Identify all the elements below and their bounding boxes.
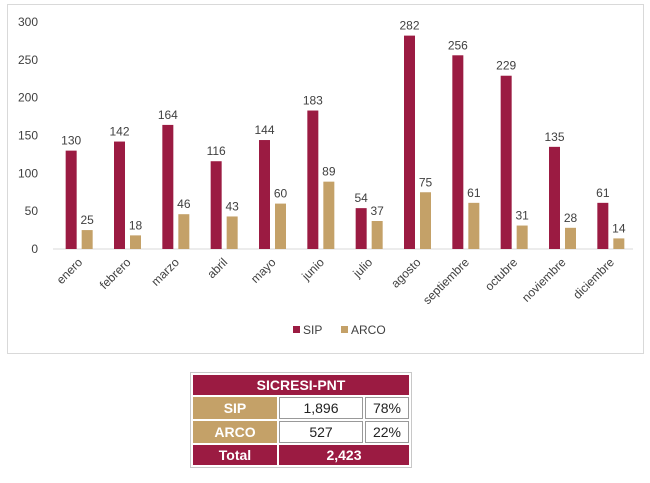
bar-sip-noviembre — [549, 146, 560, 249]
y-tick-label: 300 — [18, 15, 38, 29]
data-label-sip-octubre: 229 — [496, 59, 516, 73]
data-label-arco-diciembre: 14 — [612, 221, 626, 235]
bar-sip-septiembre — [452, 55, 464, 249]
bar-sip-enero — [65, 150, 77, 249]
legend-label-arco: ARCO — [351, 323, 386, 337]
bar-arco-marzo — [178, 214, 190, 249]
x-tick-label: febrero — [97, 255, 134, 292]
y-tick-label: 50 — [25, 204, 39, 218]
legend-swatch-arco — [341, 326, 348, 333]
data-label-arco-mayo: 60 — [274, 187, 288, 201]
summary-value-sip: 1,896 — [279, 397, 363, 419]
summary-table: SICRESI-PNT SIP 1,896 78% ARCO 527 22% T… — [190, 372, 412, 468]
bar-chart: 0 50 100 150 200 250 300 130 25 enero 142 18 febrero… — [18, 15, 633, 337]
bar-sip-marzo — [162, 124, 174, 249]
summary-total-value: 2,423 — [279, 445, 409, 465]
y-tick-label: 150 — [18, 129, 38, 143]
data-label-arco-julio: 37 — [370, 204, 384, 218]
data-label-arco-septiembre: 61 — [467, 186, 481, 200]
data-label-arco-agosto: 75 — [419, 175, 433, 189]
data-label-arco-junio: 89 — [322, 165, 336, 179]
data-label-sip-mayo: 144 — [254, 123, 274, 137]
data-label-arco-noviembre: 28 — [564, 211, 578, 225]
x-tick-label: marzo — [148, 255, 182, 289]
data-label-sip-abril: 116 — [207, 144, 226, 158]
summary-row-arco: ARCO 527 22% — [193, 421, 409, 443]
bar-sip-octubre — [500, 75, 512, 250]
summary-value-arco: 527 — [279, 421, 363, 443]
chart-frame: 0 50 100 150 200 250 300 130 25 enero 142 18 febrero… — [7, 4, 644, 354]
data-label-sip-junio: 183 — [303, 94, 323, 108]
summary-row-sip: SIP 1,896 78% — [193, 397, 409, 419]
data-label-arco-marzo: 46 — [177, 197, 191, 211]
x-tick-label: noviembre — [519, 255, 569, 305]
x-tick-label: enero — [54, 255, 86, 287]
summary-label-arco: ARCO — [193, 421, 277, 443]
bar-arco-mayo — [275, 203, 286, 249]
y-tick-label: 100 — [18, 166, 38, 180]
bar-arco-septiembre — [468, 202, 480, 249]
data-label-sip-marzo: 164 — [158, 108, 178, 122]
bar-sip-mayo — [259, 140, 270, 249]
bar-arco-enero — [81, 230, 93, 249]
x-tick-label: mayo — [248, 255, 279, 286]
bar-arco-noviembre — [565, 227, 576, 249]
x-tick-label: abril — [204, 255, 230, 281]
x-tick-label: diciembre — [570, 255, 617, 302]
bar-arco-diciembre — [613, 238, 625, 249]
data-label-arco-abril: 43 — [225, 199, 239, 213]
summary-header-row: SICRESI-PNT — [193, 375, 409, 395]
y-tick-label: 250 — [18, 53, 38, 67]
x-tick-label: junio — [298, 255, 327, 284]
legend-label-sip: SIP — [303, 323, 322, 337]
bar-sip-junio — [307, 110, 319, 249]
data-label-sip-julio: 54 — [354, 191, 368, 205]
bar-sip-julio — [355, 208, 367, 249]
y-tick-label: 0 — [31, 242, 38, 256]
bar-arco-julio — [371, 221, 383, 249]
y-tick-label: 200 — [18, 91, 38, 105]
bar-arco-octubre — [516, 225, 528, 249]
summary-pct-sip: 78% — [365, 397, 409, 419]
bar-sip-agosto — [404, 35, 415, 250]
data-label-arco-octubre: 31 — [515, 209, 529, 223]
data-label-sip-septiembre: 256 — [448, 38, 468, 52]
summary-pct-arco: 22% — [365, 421, 409, 443]
summary-total-row: Total 2,423 — [193, 445, 409, 465]
x-tick-label: julio — [350, 255, 376, 281]
summary-title: SICRESI-PNT — [193, 375, 409, 395]
x-tick-label: agosto — [388, 255, 424, 291]
legend-swatch-sip — [293, 326, 300, 333]
data-label-sip-enero: 130 — [61, 134, 81, 148]
summary-total-label: Total — [193, 445, 277, 465]
bar-arco-junio — [323, 181, 335, 249]
data-label-sip-agosto: 282 — [399, 19, 419, 33]
data-label-arco-febrero: 18 — [129, 218, 143, 232]
bar-sip-diciembre — [597, 202, 609, 249]
x-tick-label: septiembre — [420, 255, 472, 307]
data-label-sip-febrero: 142 — [109, 125, 129, 139]
bar-arco-agosto — [420, 192, 431, 249]
bar-arco-abril — [226, 216, 238, 249]
data-label-arco-enero: 25 — [80, 213, 94, 227]
bar-sip-febrero — [114, 141, 125, 249]
bar-arco-febrero — [130, 235, 141, 249]
bar-sip-abril — [210, 161, 222, 249]
summary-label-sip: SIP — [193, 397, 277, 419]
x-tick-label: octubre — [482, 255, 520, 293]
data-label-sip-noviembre: 135 — [544, 130, 564, 144]
data-label-sip-diciembre: 61 — [596, 186, 610, 200]
